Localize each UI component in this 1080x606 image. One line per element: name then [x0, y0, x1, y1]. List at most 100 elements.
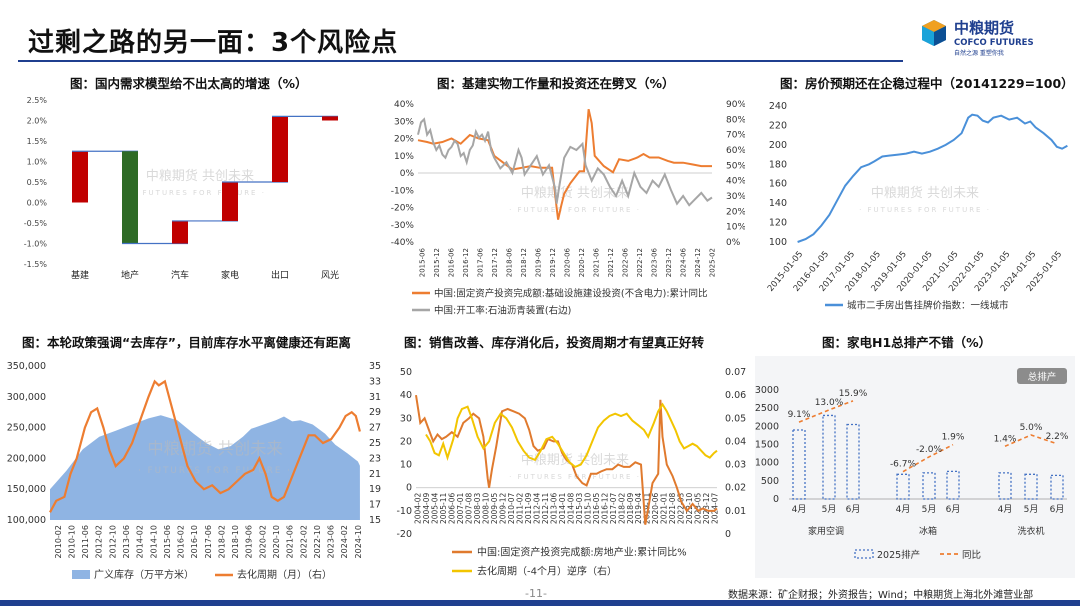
inventory-xtick: 2014-02 [136, 525, 145, 558]
chart-title-house: 图：房价预期还在企稳过程中（20141229=100） [780, 76, 1074, 91]
chart-title-cycle: 图：销售改善、库存消化后，投资周期才有望真正好转 [404, 335, 705, 350]
appliance-yoy-label: 13.0% [815, 398, 844, 408]
cycle-xtick: 2014-01 [558, 492, 567, 524]
logo-text-en: COFCO FUTURES [954, 38, 1034, 48]
demand-ytick: 2.5% [27, 96, 48, 105]
chart-infra: 40% 30% 20% 10% 0% -10% -20% -30% -40% 90% 80% 70% 6… [391, 100, 745, 317]
cycle-xtick: 2018-09 [626, 492, 635, 524]
infra-xtick: 2023-12 [665, 248, 673, 277]
infra-ytick-right: 70% [726, 131, 745, 141]
inventory-xtick: 2011-06 [81, 525, 90, 558]
infra-xtick: 2018-12 [520, 248, 528, 277]
appliance-bar [822, 414, 836, 500]
inventory-ytick-right: 19 [369, 484, 381, 495]
infra-ytick-right: 40% [726, 177, 745, 187]
inventory-ytick-left: 200,000 [7, 453, 46, 464]
infra-ytick-left: -30% [391, 221, 415, 231]
inventory-xtick: 2016-10 [190, 525, 199, 558]
demand-ytick: 1.0% [27, 158, 48, 167]
appliance-month-label: 5月 [1024, 504, 1039, 515]
demand-ytick: -0.5% [24, 219, 48, 228]
infra-ytick-right: 60% [726, 146, 745, 156]
appliance-ytick: 1500 [755, 440, 779, 451]
cycle-ytick-right: 0.03 [725, 460, 746, 471]
inventory-legend-label: 广义库存（万平方米） [94, 568, 194, 581]
cycle-xtick: 2012-11 [541, 492, 550, 524]
demand-xtick: 出口 [271, 269, 289, 281]
infra-series-asphalt [417, 117, 713, 207]
cycle-xtick: 2006-06 [448, 492, 457, 524]
cycle-xtick: 2015-03 [575, 492, 584, 524]
cycle-ytick-left: 0 [406, 483, 412, 494]
infra-ytick-left: -10% [391, 186, 415, 196]
cycle-xtick: 2009-05 [490, 492, 499, 524]
appliance-month-label: 6月 [1050, 504, 1065, 515]
slide-title: 过剩之路的另一面：3个风险点 [28, 28, 399, 58]
cycle-legend-label: 去化周期（-4个月）逆序（右） [477, 565, 617, 578]
appliance-bar [998, 472, 1012, 500]
inventory-xtick: 2010-02 [54, 525, 63, 558]
infra-ytick-right: 20% [726, 207, 745, 217]
infra-ytick-right: 80% [726, 115, 745, 125]
cycle-series-investment [415, 394, 718, 525]
infra-xtick: 2019-06 [534, 247, 542, 277]
demand-ytick: 0.5% [27, 178, 48, 187]
watermark-en: · FUTURES FOR FUTURE · [509, 206, 641, 214]
infra-xtick: 2023-06 [650, 247, 658, 277]
appliance-yoy-label: 1.9% [942, 433, 965, 443]
watermark-cn: 中粮期货 共创未来 [146, 168, 254, 184]
watermark: 中粮期货 共创未来 · FUTURES FOR FUTURE · [509, 452, 641, 481]
appliance-bar [946, 470, 960, 500]
inventory-xtick: 2024-10 [354, 525, 363, 558]
cycle-xtick: 2013-06 [549, 492, 558, 524]
infra-ytick-left: -20% [391, 204, 415, 214]
cycle-xtick: 2005-04 [431, 492, 440, 524]
inventory-ytick-right: 21 [369, 469, 381, 480]
appliance-ytick: 1000 [755, 458, 779, 469]
cycle-xtick: 2007-01 [456, 492, 465, 524]
appliance-group-label: 洗衣机 [1017, 525, 1044, 537]
title-divider [18, 60, 903, 62]
appliance-yoy-label: 15.9% [839, 389, 868, 399]
appliance-month-label: 5月 [822, 504, 837, 515]
infra-xtick: 2021-12 [607, 248, 615, 277]
watermark-en: · FUTURES FOR FUTURE · [509, 473, 641, 481]
demand-bar [122, 151, 138, 244]
watermark: 中粮期货 共创未来 · FUTURES FOR FUTURE · [138, 439, 290, 476]
infra-ytick-left: -40% [391, 238, 415, 248]
house-ytick: 200 [769, 140, 787, 151]
cycle-ytick-right: 0.04 [725, 436, 746, 447]
house-ytick: 220 [769, 120, 787, 131]
appliance-ytick: 0 [773, 494, 779, 505]
appliance-badge-label: 总排产 [1028, 371, 1057, 383]
inventory-xtick: 2024-02 [340, 525, 349, 558]
cycle-xtick: 2017-07 [609, 492, 618, 524]
demand-bar [222, 182, 238, 221]
infra-xtick: 2025-02 [708, 248, 716, 277]
cycle-ytick-left: -20 [396, 529, 412, 540]
demand-bar [72, 151, 88, 203]
cycle-ytick-left: 10 [400, 460, 412, 471]
cycle-xtick: 2019-04 [634, 492, 643, 524]
cycle-ytick-right: 0 [725, 529, 731, 540]
watermark: 中粮期货 共创未来 · FUTURES FOR FUTURE · [509, 185, 641, 214]
inventory-ytick-right: 25 [369, 438, 381, 449]
infra-legend-label: 中国:固定资产投资完成额:基础设施建设投资(不含电力):累计同比 [434, 288, 708, 300]
cycle-ytick-left: 50 [400, 367, 412, 378]
inventory-xtick: 2023-06 [327, 525, 336, 558]
cycle-ytick-right: 0.07 [725, 367, 746, 378]
cycle-ytick-right: 0.06 [725, 390, 746, 401]
inventory-xtick: 2012-02 [95, 525, 104, 558]
demand-xtick: 基建 [71, 269, 89, 281]
infra-ytick-left: 20% [394, 135, 414, 145]
appliance-yoy-line [902, 444, 954, 473]
watermark-cn: 中粮期货 共创未来 [147, 439, 282, 458]
cycle-xtick: 2023-12 [702, 492, 711, 524]
appliance-month-label: 4月 [896, 504, 911, 515]
infra-ytick-right: 50% [726, 161, 745, 171]
footer-bar [0, 600, 1080, 606]
appliance-yoy-label: -6.7% [890, 460, 917, 470]
inventory-ytick-left: 150,000 [7, 484, 46, 495]
infra-ytick-right: 10% [726, 223, 745, 233]
appliance-panel [755, 356, 1075, 578]
